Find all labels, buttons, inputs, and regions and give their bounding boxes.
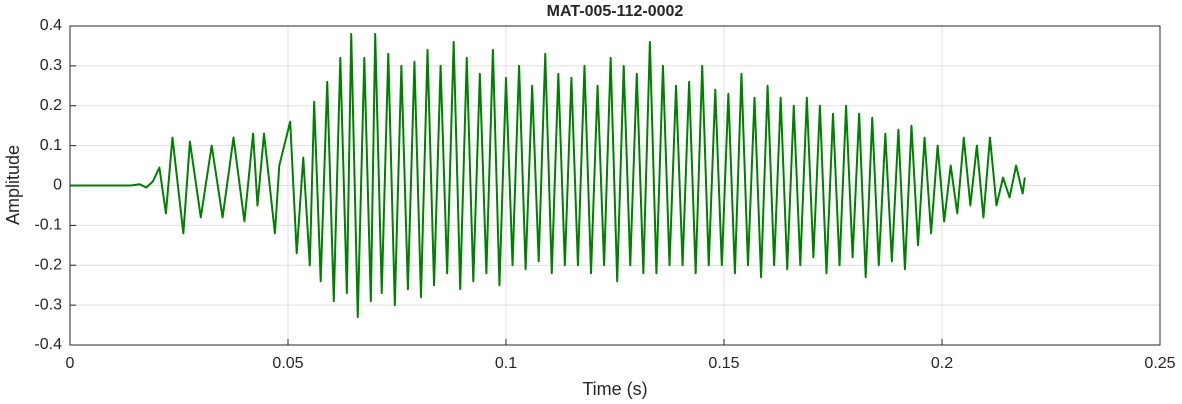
x-tick-label: 0.2 (931, 355, 953, 372)
x-tick-label: 0.05 (272, 355, 303, 372)
y-tick-label: 0.2 (40, 97, 62, 114)
y-tick-label: -0.3 (34, 296, 62, 313)
axes-box (69, 25, 1161, 346)
y-tick-label: 0 (53, 177, 62, 194)
x-tick-label: 0.1 (495, 355, 517, 372)
y-tick-label: -0.1 (34, 217, 62, 234)
x-tick-label: 0.25 (1144, 355, 1175, 372)
y-tick-label: 0.3 (40, 57, 62, 74)
y-tick-label: -0.4 (34, 336, 62, 353)
y-axis-label: Amplitude (3, 145, 23, 225)
y-tick-label: 0.4 (40, 17, 62, 34)
x-tick-label: 0 (66, 355, 75, 372)
x-tick-label: 0.15 (708, 355, 739, 372)
y-tick-label: 0.1 (40, 137, 62, 154)
line-series (70, 32, 1026, 319)
y-tick-label: -0.2 (34, 256, 62, 273)
x-axis-label: Time (s) (582, 379, 647, 399)
chart-title: MAT-005-112-0002 (547, 3, 684, 20)
